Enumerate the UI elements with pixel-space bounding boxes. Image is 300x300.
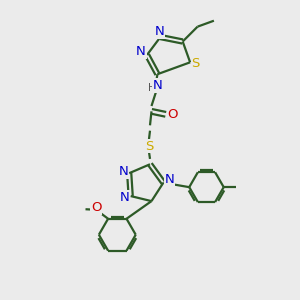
Text: S: S	[145, 140, 153, 153]
Text: N: N	[118, 165, 128, 178]
Text: O: O	[168, 108, 178, 121]
Text: N: N	[120, 191, 130, 204]
Text: S: S	[191, 57, 200, 70]
Text: N: N	[165, 173, 175, 186]
Text: N: N	[136, 45, 146, 58]
Text: N: N	[153, 79, 163, 92]
Text: O: O	[91, 201, 101, 214]
Text: H: H	[148, 82, 155, 93]
Text: N: N	[155, 25, 165, 38]
